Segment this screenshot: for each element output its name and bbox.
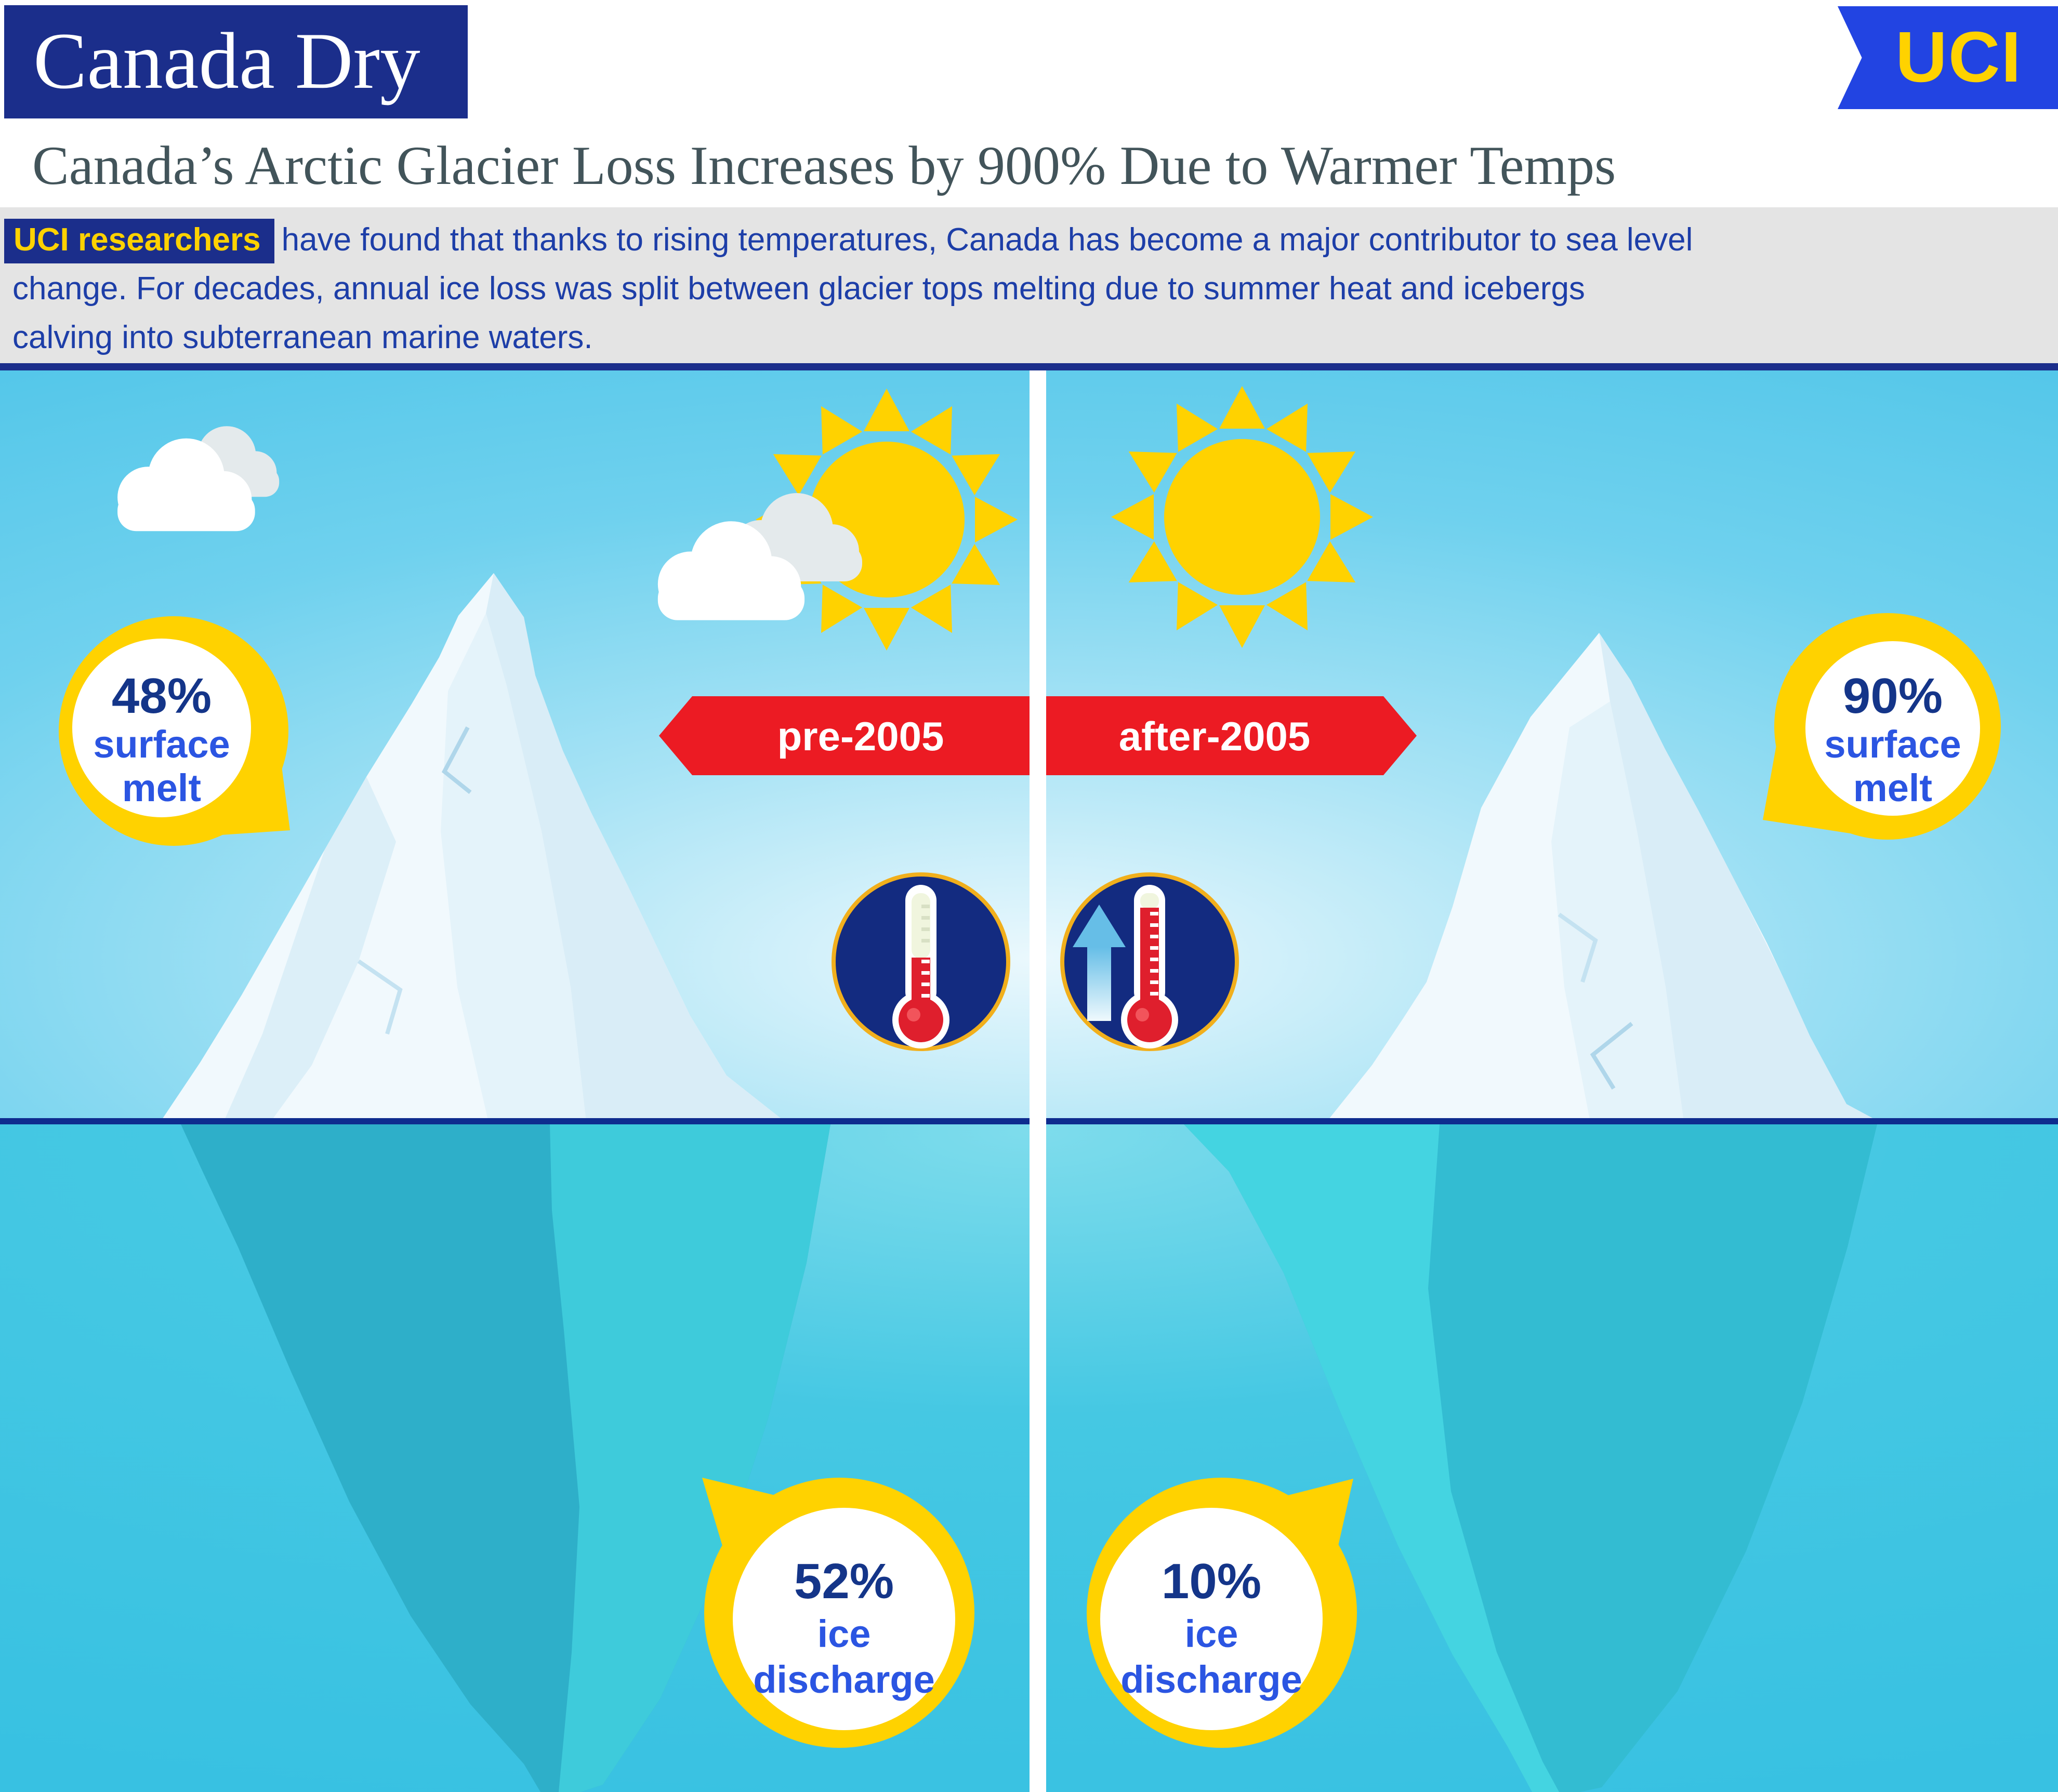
title-box: Canada Dry: [4, 5, 468, 118]
pre-ice-discharge-label-2: discharge: [753, 1658, 935, 1701]
badge-pre-surface-melt: 48% surface melt: [59, 616, 290, 846]
page-title: Canada Dry: [33, 16, 420, 105]
iceberg-right-above: [1326, 633, 1880, 1122]
intro-line-2: change. For decades, annual ice loss was…: [12, 271, 1585, 307]
intro-paragraph: UCI researchers have found that thanks to…: [4, 216, 1693, 362]
post-surface-melt-label-2: melt: [1853, 766, 1932, 809]
up-arrow-icon: [1073, 905, 1126, 1021]
pre-ice-discharge-value: 52%: [794, 1554, 894, 1609]
post-ice-discharge-label-1: ice: [1185, 1612, 1238, 1655]
banner-after-2005-shape: [1046, 696, 1417, 775]
pre-surface-melt-label-1: surface: [93, 723, 230, 766]
pre-ice-discharge-label-1: ice: [817, 1612, 871, 1655]
post-ice-discharge-value: 10%: [1162, 1554, 1261, 1609]
intro-line-1: UCI researchers have found that thanks to…: [4, 216, 1693, 264]
thermometer-high-icon: [1060, 872, 1239, 1051]
pre-surface-melt-label-2: melt: [122, 766, 201, 809]
banner-after-2005: after-2005: [1046, 696, 1417, 775]
post-surface-melt-value: 90%: [1843, 668, 1943, 724]
intro-line-3: calving into subterranean marine waters.: [12, 320, 593, 355]
badge-pre-ice-discharge: 52% ice discharge: [702, 1478, 974, 1748]
thermometer-low-icon: [832, 872, 1010, 1051]
pre-surface-melt-value: 48%: [112, 668, 212, 724]
iceberg-left-above: [160, 573, 786, 1122]
uci-logo-text: UCI: [1895, 17, 2022, 97]
panel-divider: [1030, 370, 1046, 1792]
badge-post-ice-discharge: 10% ice discharge: [1087, 1478, 1357, 1748]
waterline: [0, 1118, 2058, 1124]
headline: Canada’s Arctic Glacier Loss Increases b…: [32, 135, 1616, 196]
highlight-uci-researchers: UCI researchers: [4, 219, 274, 263]
intro-box: UCI researchers have found that thanks to…: [0, 207, 2058, 370]
iceberg-right-underwater: [1184, 1124, 1877, 1792]
banner-after-2005-label: after-2005: [1119, 713, 1311, 759]
badge-post-surface-melt: 90% surface melt: [1763, 613, 2001, 840]
post-surface-melt-label-1: surface: [1824, 723, 1961, 766]
uci-logo: UCI: [1838, 6, 2058, 109]
iceberg-scene: pre-2005 after-2005: [0, 370, 2058, 1792]
banner-pre-2005-shape: [659, 696, 1030, 775]
banner-pre-2005: pre-2005: [659, 696, 1030, 775]
iceberg-left-underwater: [181, 1124, 830, 1792]
post-ice-discharge-label-2: discharge: [1120, 1658, 1302, 1701]
banner-pre-2005-label: pre-2005: [777, 713, 944, 759]
